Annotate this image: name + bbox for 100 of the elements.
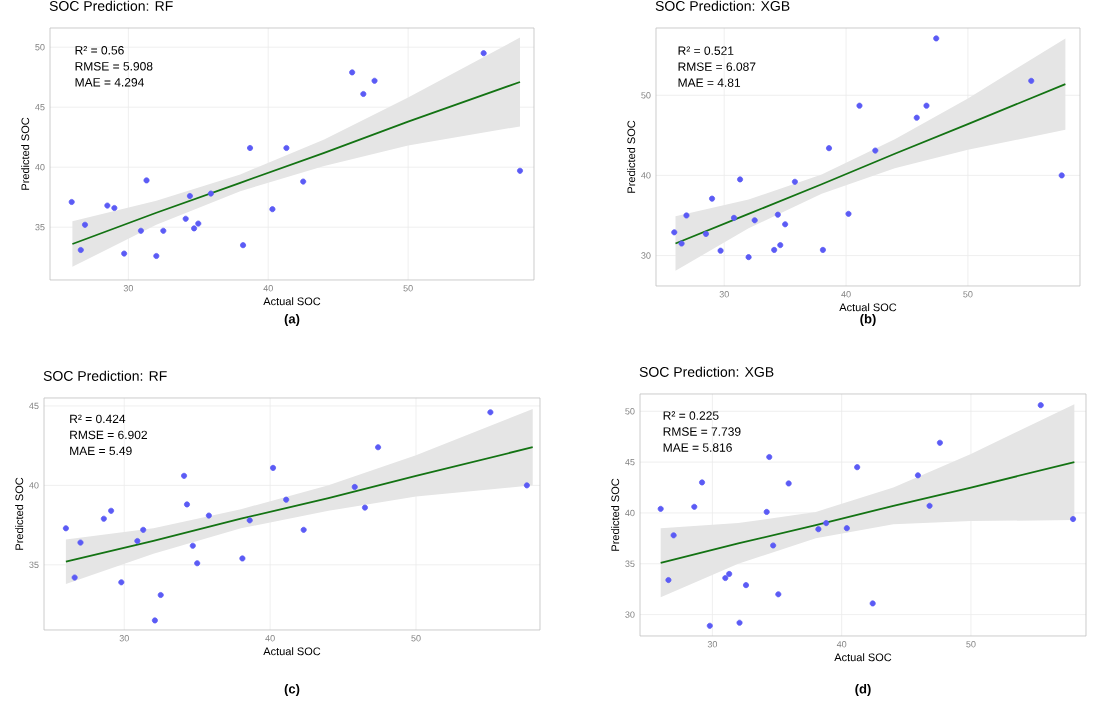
- point: [815, 526, 822, 533]
- point: [771, 246, 778, 253]
- point: [349, 69, 356, 76]
- point: [182, 215, 189, 222]
- point: [845, 210, 852, 217]
- point: [737, 176, 744, 183]
- point: [763, 508, 770, 515]
- point: [691, 503, 698, 510]
- point: [71, 574, 78, 581]
- point: [670, 532, 677, 539]
- point: [157, 592, 164, 599]
- point: [819, 246, 826, 253]
- point: [699, 479, 706, 486]
- point: [108, 507, 115, 514]
- point: [137, 227, 144, 234]
- point: [936, 439, 943, 446]
- point: [351, 483, 358, 490]
- point: [671, 229, 678, 236]
- point: [823, 520, 830, 527]
- line-series: [659, 461, 1076, 564]
- point: [240, 242, 247, 249]
- point: [869, 600, 876, 607]
- point: [111, 204, 118, 211]
- point: [104, 202, 111, 209]
- point: [722, 575, 729, 582]
- point: [118, 579, 125, 586]
- point: [843, 525, 850, 532]
- point: [283, 144, 290, 151]
- point: [774, 211, 781, 218]
- point: [745, 254, 752, 261]
- point: [709, 195, 716, 202]
- point: [121, 250, 128, 257]
- point: [678, 240, 685, 247]
- point: [153, 252, 160, 259]
- point: [717, 247, 724, 254]
- point: [487, 409, 494, 416]
- point: [706, 622, 713, 629]
- line-series: [64, 446, 534, 563]
- point: [100, 515, 107, 522]
- point: [361, 504, 368, 511]
- point: [517, 167, 524, 174]
- point: [143, 177, 150, 184]
- point: [151, 617, 158, 624]
- point: [782, 221, 789, 228]
- point: [183, 501, 190, 508]
- point: [683, 212, 690, 219]
- point: [826, 145, 833, 152]
- point: [62, 525, 69, 532]
- point: [360, 90, 367, 97]
- point: [194, 560, 201, 567]
- point: [247, 144, 254, 151]
- point: [1070, 516, 1077, 523]
- point: [777, 242, 784, 249]
- point: [371, 77, 378, 84]
- point: [189, 542, 196, 549]
- point: [872, 147, 879, 154]
- point: [205, 512, 212, 519]
- point: [775, 591, 782, 598]
- point: [665, 577, 672, 584]
- point: [269, 206, 276, 213]
- point: [933, 35, 940, 42]
- point: [923, 102, 930, 109]
- point: [523, 482, 530, 489]
- point: [134, 537, 141, 544]
- point: [926, 502, 933, 509]
- point: [854, 464, 861, 471]
- point: [914, 472, 921, 479]
- point: [246, 517, 253, 524]
- point: [913, 114, 920, 121]
- point: [283, 496, 290, 503]
- point: [856, 102, 863, 109]
- point: [751, 217, 758, 224]
- point: [1058, 172, 1065, 179]
- point: [766, 454, 773, 461]
- point: [736, 619, 743, 626]
- line-series: [71, 81, 521, 245]
- point: [785, 480, 792, 487]
- line-series: [674, 83, 1067, 245]
- point: [657, 505, 664, 512]
- point: [195, 220, 202, 227]
- point: [186, 192, 193, 199]
- point: [300, 526, 307, 533]
- point: [181, 472, 188, 479]
- point: [743, 582, 750, 589]
- point: [81, 221, 88, 228]
- point: [1028, 77, 1035, 84]
- point: [791, 178, 798, 185]
- point: [375, 444, 382, 451]
- point: [1037, 402, 1044, 409]
- point: [702, 230, 709, 237]
- point: [191, 225, 198, 232]
- point: [480, 50, 487, 57]
- point: [300, 178, 307, 185]
- point: [770, 542, 777, 549]
- point: [77, 246, 84, 253]
- point: [207, 190, 214, 197]
- point: [239, 555, 246, 562]
- point: [68, 198, 75, 205]
- point: [270, 464, 277, 471]
- point: [726, 570, 733, 577]
